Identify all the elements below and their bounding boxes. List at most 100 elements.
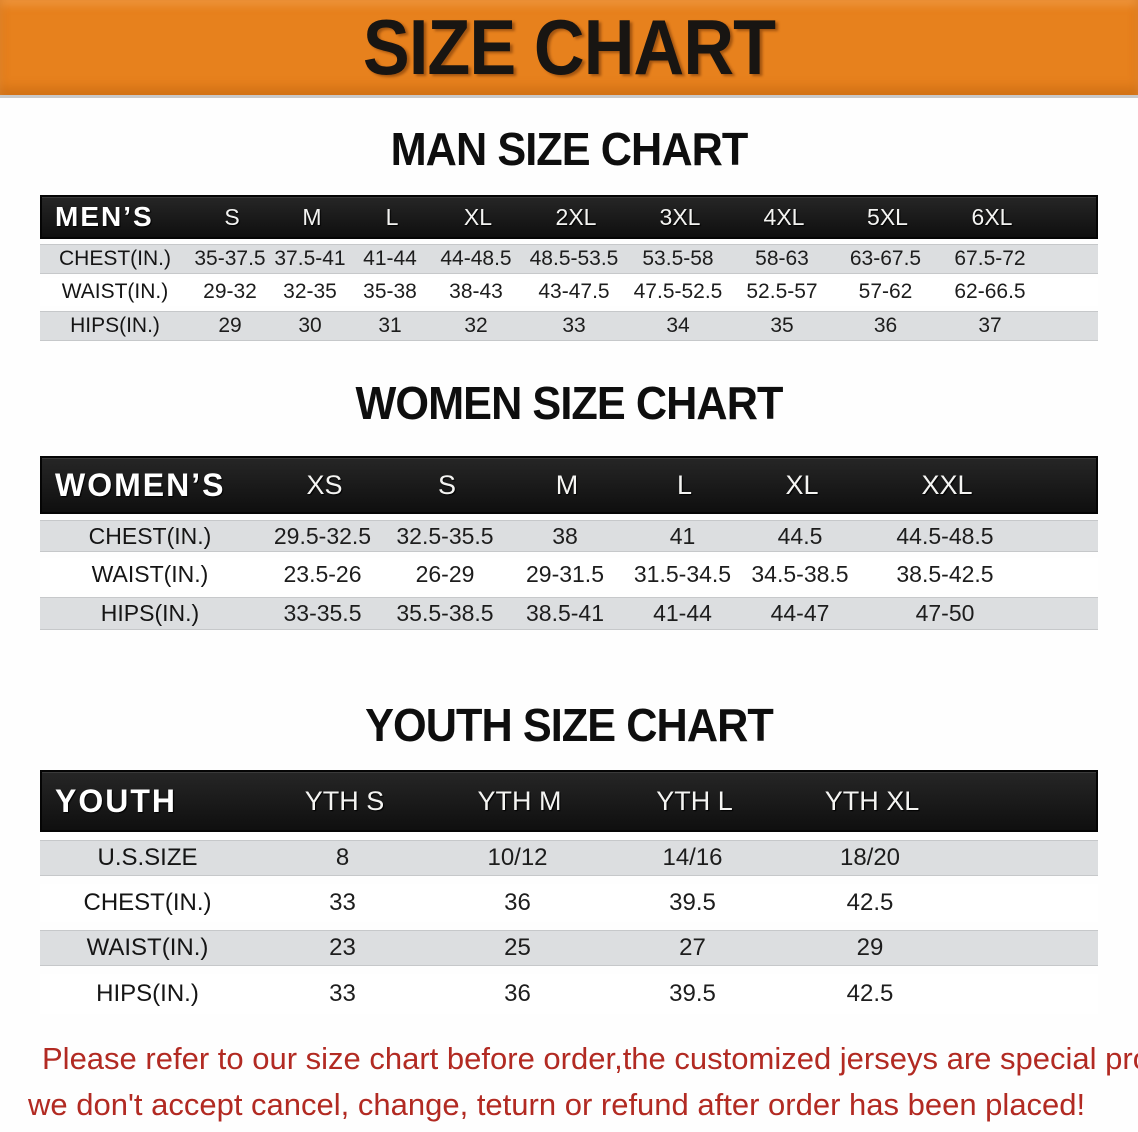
cell: 32-35 [283, 280, 337, 303]
row-label: HIPS(IN.) [96, 980, 199, 1007]
cell: 29 [856, 934, 884, 961]
men-col-m: M [302, 203, 322, 230]
row-label: CHEST(IN.) [83, 889, 212, 916]
men-col-5xl: 5XL [867, 203, 908, 230]
man-section-heading: MAN SIZE CHART [390, 123, 749, 175]
cell: 29.5-32.5 [273, 522, 372, 549]
cell: 47-50 [915, 600, 975, 626]
row-label: WAIST(IN.) [61, 280, 169, 303]
row-label: HIPS(IN.) [70, 314, 160, 337]
women-table-corner-label: WOMEN’S [55, 466, 226, 503]
youth-table-corner-label: YOUTH [55, 782, 177, 819]
row-label: U.S.SIZE [97, 844, 198, 871]
men-size-table: MEN’S S M L XL 2XL 3XL 4XL 5XL 6XL CHEST… [40, 195, 1098, 341]
cell: 33 [562, 314, 586, 337]
youth-section-heading: YOUTH SIZE CHART [365, 699, 774, 751]
women-section-heading: WOMEN SIZE CHART [355, 377, 784, 429]
cell: 35 [770, 314, 794, 337]
cell: 25 [504, 934, 531, 961]
cell: 36 [873, 314, 898, 337]
cell: 34 [666, 314, 690, 337]
cell: 53.5-58 [642, 247, 714, 270]
men-hips-row: HIPS(IN.) 29 30 31 32 33 34 35 36 37 [40, 311, 1098, 341]
men-col-6xl: 6XL [971, 203, 1013, 230]
cell: 29-31.5 [525, 560, 604, 587]
cell: 35.5-38.5 [396, 600, 494, 626]
cell: 38.5-42.5 [896, 560, 994, 587]
women-waist-row: WAIST(IN.) 23.5-26 26-29 29-31.5 31.5-34… [40, 558, 1098, 590]
women-col-l: L [676, 469, 693, 500]
women-col-xl: XL [785, 469, 819, 500]
disclaimer-text: Please refer to our size chart before or… [28, 1036, 1138, 1128]
men-col-l: L [385, 203, 399, 230]
youth-table-header-row: YOUTH YTH S YTH M YTH L YTH XL [40, 770, 1098, 832]
cell: 57-62 [858, 280, 913, 303]
cell: 39.5 [669, 980, 716, 1007]
men-col-4xl: 4XL [763, 203, 805, 230]
youth-size-table: YOUTH YTH S YTH M YTH L YTH XL U.S.SIZE … [40, 770, 1098, 1014]
cell: 29 [218, 314, 242, 337]
cell: 30 [298, 314, 322, 337]
disclaimer-line-2: we don't accept cancel, change, teturn o… [28, 1087, 1086, 1122]
cell: 44-47 [770, 600, 830, 626]
cell: 58-63 [755, 247, 809, 270]
women-size-table: WOMEN’S XS S M L XL XXL CHEST(IN.) 29.5-… [40, 456, 1098, 630]
row-label: WAIST(IN.) [91, 560, 209, 587]
banner: SIZE CHART [0, 0, 1138, 98]
women-col-xs: XS [306, 469, 343, 500]
cell: 33 [329, 889, 356, 916]
row-label: CHEST(IN.) [88, 522, 212, 549]
men-waist-row: WAIST(IN.) 29-32 32-35 35-38 38-43 43-47… [40, 278, 1098, 306]
youth-ussize-row: U.S.SIZE 8 10/12 14/16 18/20 [40, 840, 1098, 876]
row-label: HIPS(IN.) [100, 600, 200, 626]
cell: 31.5-34.5 [633, 560, 732, 587]
youth-hips-row: HIPS(IN.) 33 36 39.5 42.5 [40, 974, 1098, 1014]
cell: 41 [669, 522, 696, 549]
cell: 23 [329, 934, 356, 961]
cell: 35-38 [363, 280, 417, 303]
cell: 35-37.5 [194, 247, 266, 270]
youth-waist-row: WAIST(IN.) 23 25 27 29 [40, 930, 1098, 966]
men-col-s: S [224, 203, 240, 230]
cell: 39.5 [669, 889, 716, 916]
women-col-xxl: XXL [921, 469, 973, 500]
cell: 42.5 [846, 980, 894, 1007]
cell: 41-44 [363, 247, 417, 270]
cell: 47.5-52.5 [633, 280, 723, 303]
cell: 32.5-35.5 [396, 522, 494, 549]
cell: 26-29 [415, 560, 475, 587]
row-label: WAIST(IN.) [86, 934, 209, 961]
cell: 38-43 [449, 280, 503, 303]
cell: 62-66.5 [954, 280, 1026, 303]
cell: 43-47.5 [538, 280, 610, 303]
youth-col-s: YTH S [304, 785, 385, 816]
cell: 32 [464, 314, 488, 337]
women-col-m: M [555, 469, 579, 500]
women-table-header-row: WOMEN’S XS S M L XL XXL [40, 456, 1098, 514]
cell: 29-32 [203, 280, 257, 303]
cell: 14/16 [662, 844, 723, 871]
cell: 38 [552, 522, 578, 549]
youth-col-m: YTH M [477, 785, 562, 816]
men-table-header-row: MEN’S S M L XL 2XL 3XL 4XL 5XL 6XL [40, 195, 1098, 239]
youth-chest-row: CHEST(IN.) 33 36 39.5 42.5 [40, 884, 1098, 922]
youth-col-xl: YTH XL [824, 785, 920, 816]
women-col-s: S [437, 469, 456, 500]
cell: 41-44 [653, 600, 712, 626]
cell: 37.5-41 [274, 247, 346, 270]
cell: 33-35.5 [283, 600, 362, 626]
cell: 37 [978, 314, 1002, 337]
cell: 33 [329, 980, 356, 1007]
women-hips-row: HIPS(IN.) 33-35.5 35.5-38.5 38.5-41 41-4… [40, 597, 1098, 630]
cell: 48.5-53.5 [529, 247, 619, 270]
cell: 31 [378, 314, 402, 337]
cell: 8 [335, 844, 350, 871]
cell: 36 [504, 980, 531, 1007]
men-col-3xl: 3XL [659, 203, 701, 230]
men-table-corner-label: MEN’S [55, 201, 154, 232]
men-col-2xl: 2XL [555, 203, 597, 230]
cell: 18/20 [839, 844, 901, 871]
cell: 44.5-48.5 [896, 522, 994, 549]
men-col-xl: XL [463, 203, 493, 230]
